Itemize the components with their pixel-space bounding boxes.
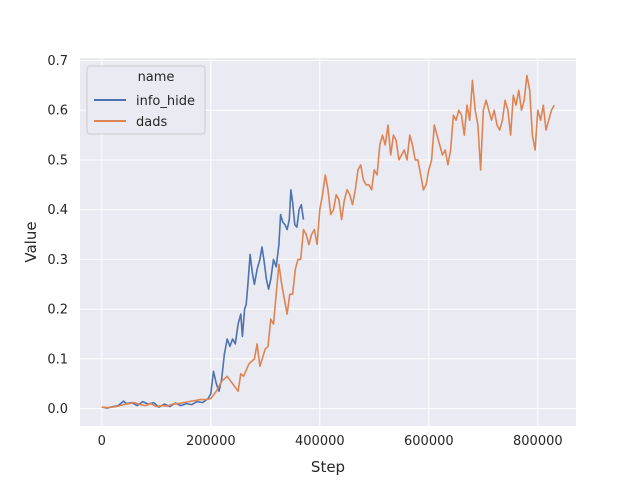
legend-title: name [138,70,175,85]
x-axis-label: Step [311,458,345,476]
x-tick-label: 200000 [186,434,236,449]
y-tick-label: 0.4 [47,203,68,218]
legend-label-info-hide: info_hide [136,94,195,109]
x-tick-label: 600000 [404,434,454,449]
y-tick-labels: 0.0 0.1 0.2 0.3 0.4 0.5 0.6 0.7 [47,54,68,417]
grid-lines [80,58,576,426]
y-tick-label: 0.0 [47,402,68,417]
legend-label-dads: dads [136,115,167,130]
y-tick-label: 0.7 [47,54,68,69]
series-line-dads [101,74,555,409]
series-line-info-hide [101,189,305,409]
x-tick-label: 800000 [513,434,563,449]
y-tick-label: 0.2 [47,303,68,318]
y-tick-label: 0.6 [47,104,68,119]
y-axis-label: Value [22,221,40,262]
x-tick-label: 0 [98,434,106,449]
y-tick-label: 0.3 [47,253,68,268]
y-tick-label: 0.5 [47,153,68,168]
legend-box [86,65,206,135]
x-tick-label: 400000 [295,434,345,449]
x-tick-labels: 0 200000 400000 600000 800000 [98,434,563,449]
legend: name info_hide dads [86,65,206,135]
series-layer [101,74,555,409]
y-tick-label: 0.1 [47,352,68,367]
